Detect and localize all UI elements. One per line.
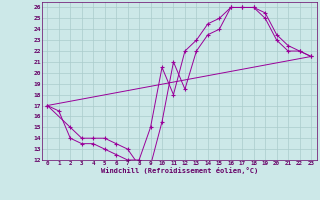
X-axis label: Windchill (Refroidissement éolien,°C): Windchill (Refroidissement éolien,°C) — [100, 167, 258, 174]
